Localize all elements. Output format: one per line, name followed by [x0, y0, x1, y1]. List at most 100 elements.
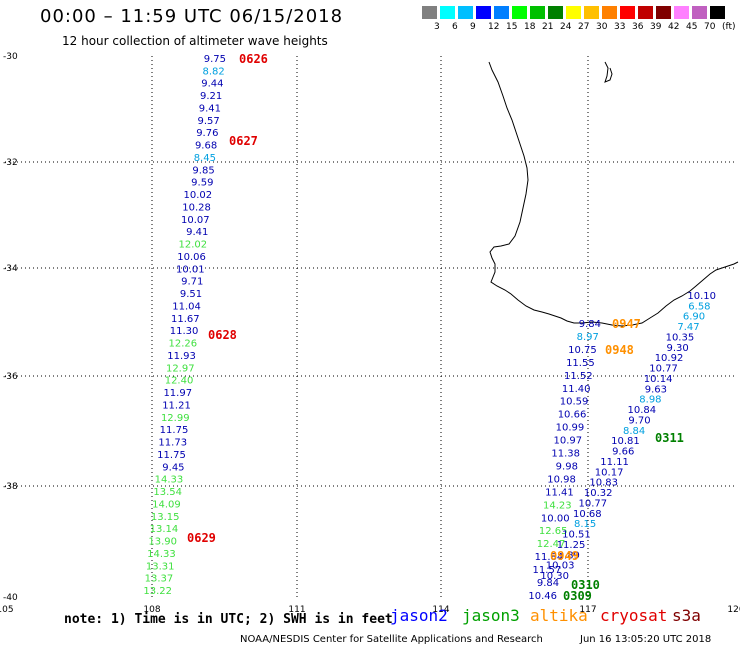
- scale-swatch: [656, 6, 671, 19]
- swh-value: 10.51: [562, 530, 591, 541]
- swh-value: 9.21: [200, 91, 222, 102]
- swh-value: 9.30: [667, 343, 689, 354]
- y-tick-label: -32: [3, 158, 18, 168]
- swh-value: 9.51: [180, 289, 202, 300]
- scale-swatch: [638, 6, 653, 19]
- scale-swatch: [692, 6, 707, 19]
- swh-value: 9.41: [186, 227, 208, 238]
- swh-value: 11.41: [545, 487, 574, 498]
- scale-label: 12: [488, 22, 500, 32]
- y-tick-label: -36: [3, 372, 18, 382]
- scale-swatch: [530, 6, 545, 19]
- swh-value: 10.46: [528, 591, 557, 602]
- swh-value: 9.84: [579, 319, 601, 330]
- swh-value: 6.90: [683, 312, 705, 323]
- swh-value: 8.84: [623, 426, 645, 437]
- swh-value: 12.02: [179, 240, 208, 251]
- x-tick-label: 108: [143, 605, 160, 615]
- footer-credit: NOAA/NESDIS Center for Satellite Applica…: [240, 634, 543, 645]
- swh-value: 9.75: [204, 54, 226, 65]
- swh-value: 11.38: [551, 449, 580, 460]
- swh-value: 8.82: [202, 66, 224, 77]
- x-tick-label: 105: [0, 605, 14, 615]
- scale-label: 3: [434, 22, 440, 32]
- swh-value: 10.32: [584, 488, 613, 499]
- swh-value: 11.73: [158, 438, 187, 449]
- scale-label: 18: [524, 22, 536, 32]
- swh-value: 9.57: [197, 116, 219, 127]
- swh-value: 10.81: [611, 436, 640, 447]
- swh-value: 13.31: [146, 561, 175, 572]
- legend-item-jason2: jason2: [390, 606, 448, 625]
- swh-value: 8.98: [639, 395, 661, 406]
- swh-value: 10.84: [627, 405, 656, 416]
- pass-time-label: 0627: [229, 134, 258, 148]
- swh-value: 10.02: [184, 190, 213, 201]
- scale-label: 45: [686, 22, 698, 32]
- y-tick-label: -40: [3, 593, 18, 603]
- x-tick-label: 111: [288, 605, 305, 615]
- scale-swatch: [440, 6, 455, 19]
- swh-value: 10.03: [546, 561, 575, 572]
- swh-value: 10.97: [554, 436, 583, 447]
- swh-value: 10.77: [578, 498, 607, 509]
- map-axes: 105 108 111 114 117 120 -30 -32 -34 -36 -38 -40: [0, 52, 740, 615]
- y-tick-label: -30: [3, 52, 18, 62]
- swh-value: 9.59: [191, 178, 213, 189]
- scale-label: 21: [542, 22, 554, 32]
- scale-swatch: [458, 6, 473, 19]
- units-note: note: 1) Time is in UTC; 2) SWH is in fe…: [64, 612, 393, 627]
- swh-value: 11.97: [163, 388, 192, 399]
- x-tick-label: 114: [432, 605, 449, 615]
- scale-swatch: [476, 6, 491, 19]
- swh-value: 11.55: [566, 358, 595, 369]
- swh-value: 10.01: [176, 264, 205, 275]
- swh-value: 10.07: [181, 215, 210, 226]
- x-tick-label: 117: [579, 605, 596, 615]
- swh-value: 10.66: [558, 410, 587, 421]
- swh-value: 13.14: [150, 524, 179, 535]
- legend-item-altika: altika: [530, 606, 588, 625]
- scale-label: 9: [470, 22, 476, 32]
- scale-label: 42: [668, 22, 680, 32]
- swh-value: 11.21: [162, 400, 191, 411]
- swh-value: 10.28: [182, 202, 211, 213]
- scale-label: 15: [506, 22, 518, 32]
- scale-swatch: [512, 6, 527, 19]
- swh-value: 9.70: [628, 415, 650, 426]
- swh-value: 9.45: [162, 462, 184, 473]
- swh-value: 10.99: [556, 423, 585, 434]
- scale-swatch: [710, 6, 725, 19]
- coastline-inlet: [604, 61, 613, 83]
- scale-swatch: [584, 6, 599, 19]
- swh-value: 10.59: [560, 397, 589, 408]
- swh-value: 9.76: [196, 128, 218, 139]
- scale-swatch: [602, 6, 617, 19]
- swh-value: 11.67: [171, 314, 200, 325]
- swh-value: 10.06: [177, 252, 206, 263]
- swh-value: 8.15: [574, 519, 596, 530]
- swh-value: 12.99: [161, 413, 190, 424]
- scale-swatch: [620, 6, 635, 19]
- swh-value: 11.52: [564, 371, 593, 382]
- swh-value: 14.33: [155, 475, 184, 486]
- pass-time-label: 0310: [571, 578, 600, 592]
- swh-value: 10.35: [666, 332, 695, 343]
- swh-value: 10.14: [644, 374, 673, 385]
- swh-value: 13.54: [153, 487, 182, 498]
- swh-value: 10.92: [655, 353, 684, 364]
- pass-time-label: 0629: [187, 531, 216, 545]
- legend-item-cryosat: cryosat: [600, 606, 668, 625]
- scale-swatch: [548, 6, 563, 19]
- page-subtitle: 12 hour collection of altimeter wave hei…: [62, 34, 328, 48]
- swh-value: 9.84: [537, 578, 559, 589]
- swh-value: 9.41: [199, 103, 221, 114]
- x-tick-label: 120: [727, 605, 740, 615]
- swh-value: 12.26: [168, 339, 197, 350]
- swh-value: 14.09: [152, 499, 181, 510]
- swh-value: 10.98: [547, 474, 576, 485]
- swh-value: 9.44: [201, 79, 223, 90]
- pass-time-label: 0948: [605, 343, 634, 357]
- pass-time-label: 0311: [655, 431, 684, 445]
- swh-value: 8.45: [194, 153, 216, 164]
